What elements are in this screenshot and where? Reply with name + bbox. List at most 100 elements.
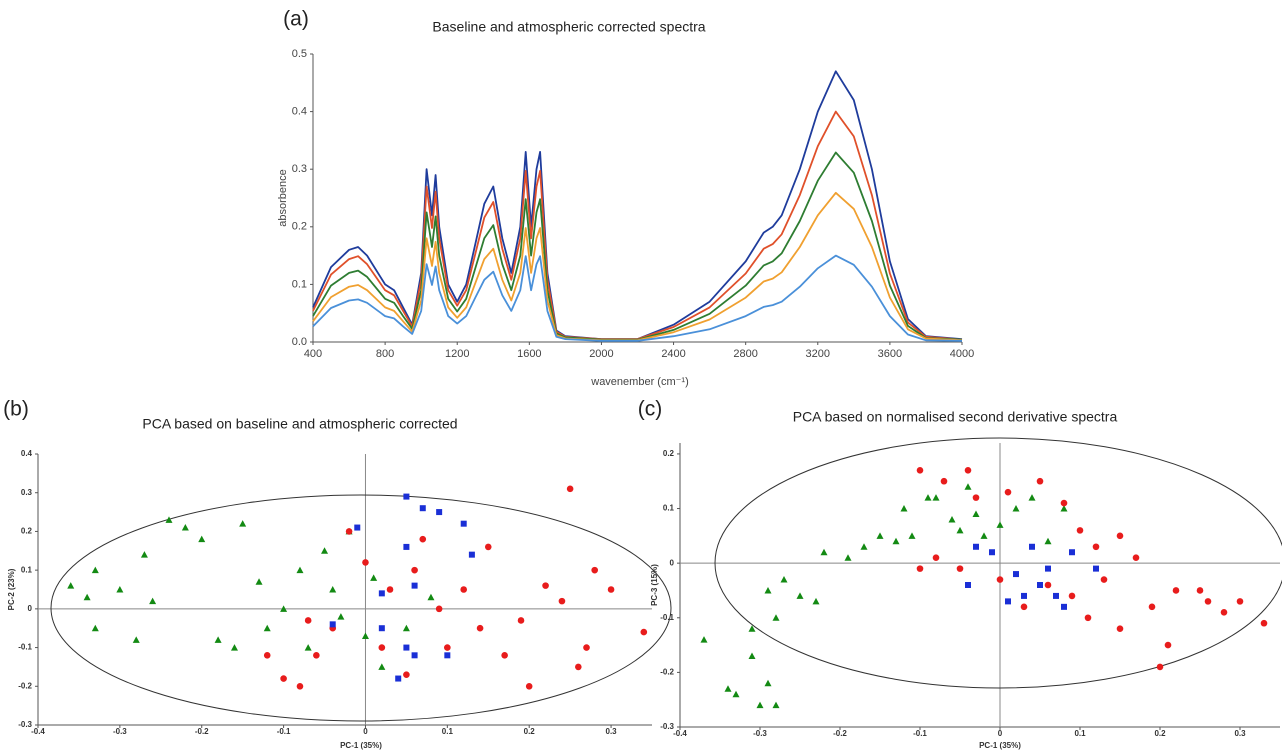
point (436, 509, 443, 516)
y-tick-label: -0.2 (660, 667, 674, 676)
point (980, 532, 988, 539)
point (748, 652, 756, 659)
point (812, 597, 820, 605)
point (932, 554, 940, 561)
point (900, 505, 908, 512)
x-tick-label: 0 (363, 727, 368, 736)
point (964, 483, 972, 490)
point (484, 543, 492, 551)
point (1172, 587, 1180, 594)
point (948, 515, 956, 523)
y-tick-label: 0.2 (663, 449, 675, 458)
point (476, 624, 484, 632)
point (764, 679, 772, 687)
x-tick-label: -0.3 (753, 729, 767, 738)
point (1132, 554, 1140, 561)
point (1069, 549, 1075, 556)
x-tick-label: -0.1 (277, 727, 291, 736)
point (542, 582, 549, 589)
point (337, 613, 345, 620)
x-tick-label: -0.2 (833, 729, 847, 738)
point (1045, 565, 1051, 572)
point (501, 652, 508, 659)
y-tick-label: -0.2 (18, 681, 32, 690)
point (419, 505, 426, 512)
x-tick-label: 800 (376, 348, 394, 360)
point (411, 566, 418, 574)
x-tick-label: 4000 (950, 348, 974, 360)
point (756, 701, 764, 709)
point (403, 493, 410, 500)
point (280, 675, 287, 682)
point (296, 566, 304, 574)
point (1204, 598, 1212, 605)
point (239, 520, 247, 527)
point (956, 565, 964, 572)
point (378, 590, 385, 597)
point (1093, 565, 1099, 572)
point (1092, 543, 1100, 551)
x-axis-label: wavenember (cm⁻¹) (590, 376, 689, 388)
point (378, 644, 386, 651)
point (395, 675, 402, 682)
point (1020, 603, 1028, 611)
point (1060, 499, 1068, 507)
chart-title: PCA based on normalised second derivativ… (793, 409, 1118, 425)
point (91, 624, 99, 632)
point (1012, 505, 1020, 512)
point (1004, 488, 1012, 496)
spectrum-line (312, 110, 963, 341)
point (1148, 603, 1156, 611)
x-axis-label: PC-1 (35%) (340, 741, 382, 750)
y-tick-label: -0.1 (660, 613, 674, 622)
point (1053, 592, 1059, 599)
point (924, 494, 932, 501)
x-tick-label: 2800 (733, 348, 757, 360)
point (732, 690, 740, 698)
point (263, 652, 271, 659)
point (304, 617, 312, 624)
point (1116, 532, 1124, 540)
y-tick-label: 0.2 (292, 221, 307, 233)
point (1028, 494, 1036, 501)
y-axis-label: absorbence (277, 169, 289, 227)
y-tick-label: -0.1 (18, 643, 32, 652)
point (370, 574, 378, 581)
y-tick-label: 0.4 (21, 449, 33, 458)
point (796, 592, 804, 599)
point (1236, 598, 1244, 605)
point (1061, 603, 1067, 610)
x-tick-label: 0.1 (442, 727, 454, 736)
chart-title: PCA based on baseline and atmospheric co… (142, 416, 457, 432)
x-tick-label: 400 (304, 348, 322, 360)
point (860, 543, 868, 550)
point (1068, 592, 1076, 600)
point (1036, 477, 1044, 485)
point (91, 566, 99, 574)
point (583, 644, 590, 651)
point (362, 559, 369, 566)
point (558, 597, 566, 605)
y-tick-label: 0.5 (292, 48, 307, 60)
point (403, 543, 410, 550)
confidence-ellipse (50, 494, 672, 722)
point (1260, 619, 1268, 627)
x-tick-label: 3200 (806, 348, 830, 360)
chart-title: Baseline and atmospheric corrected spect… (432, 19, 705, 35)
panel-label: (c) (638, 398, 663, 421)
point (1076, 527, 1084, 534)
point (263, 624, 271, 632)
point (1220, 609, 1228, 616)
point (748, 625, 756, 632)
point (772, 701, 780, 709)
spectrum-line (312, 191, 963, 342)
point (772, 614, 780, 621)
point (996, 576, 1004, 583)
point (386, 586, 394, 593)
x-tick-label: 0.3 (1234, 729, 1246, 738)
point (973, 543, 979, 550)
spectrum-line (312, 151, 963, 341)
x-tick-label: 0.2 (524, 727, 536, 736)
x-tick-label: 1200 (445, 348, 469, 360)
